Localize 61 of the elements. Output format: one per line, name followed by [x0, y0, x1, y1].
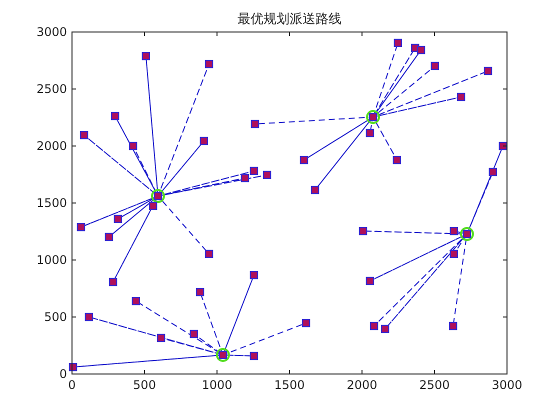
point: [358, 226, 368, 236]
point: [190, 330, 198, 338]
x-tick-label: 2500: [419, 378, 450, 392]
point: [196, 288, 204, 296]
y-tick-label: 2000: [36, 139, 67, 153]
point: [416, 46, 426, 54]
point: [204, 60, 214, 68]
point: [76, 222, 86, 232]
point: [366, 276, 374, 286]
y-tick-label: 2500: [36, 82, 67, 96]
point: [250, 352, 258, 360]
point: [488, 168, 498, 176]
point: [370, 322, 378, 330]
point: [430, 62, 440, 70]
point: [150, 189, 165, 204]
point: [200, 136, 208, 146]
point: [302, 318, 310, 328]
point: [392, 156, 402, 164]
point: [380, 324, 390, 334]
point: [460, 227, 474, 242]
point: [450, 250, 458, 258]
y-tick-label: 500: [44, 310, 67, 324]
point: [148, 202, 158, 210]
point: [108, 278, 118, 286]
point: [456, 92, 466, 102]
x-tick-label: 0: [68, 378, 76, 392]
y-tick-label: 1000: [36, 253, 67, 267]
y-tick-label: 3000: [36, 25, 67, 39]
point: [132, 296, 140, 306]
point: [250, 166, 258, 176]
point: [262, 170, 272, 180]
point: [110, 112, 120, 120]
point: [80, 130, 88, 140]
x-tick-label: 1500: [274, 378, 305, 392]
point: [142, 52, 150, 60]
point: [156, 334, 166, 342]
point: [300, 156, 308, 164]
point: [394, 38, 402, 48]
y-tick-label: 0: [59, 367, 67, 381]
x-tick-label: 3000: [492, 378, 522, 392]
point: [448, 322, 458, 330]
point: [250, 120, 260, 128]
x-tick-label: 1000: [202, 378, 232, 392]
point: [128, 142, 138, 150]
point: [204, 250, 214, 258]
x-tick-label: 2000: [346, 378, 378, 392]
y-tick-label: 1500: [36, 196, 67, 210]
point: [498, 142, 508, 150]
point: [366, 128, 374, 138]
x-tick-label: 500: [133, 378, 156, 392]
point: [240, 174, 250, 182]
point: [216, 348, 230, 362]
point: [250, 270, 258, 280]
point: [104, 232, 114, 242]
point: [366, 110, 380, 124]
point: [484, 66, 492, 76]
point: [450, 226, 458, 236]
point: [310, 186, 320, 194]
chart-title: 最优规划派送路线: [238, 12, 342, 27]
point: [114, 214, 122, 224]
point: [84, 312, 94, 322]
